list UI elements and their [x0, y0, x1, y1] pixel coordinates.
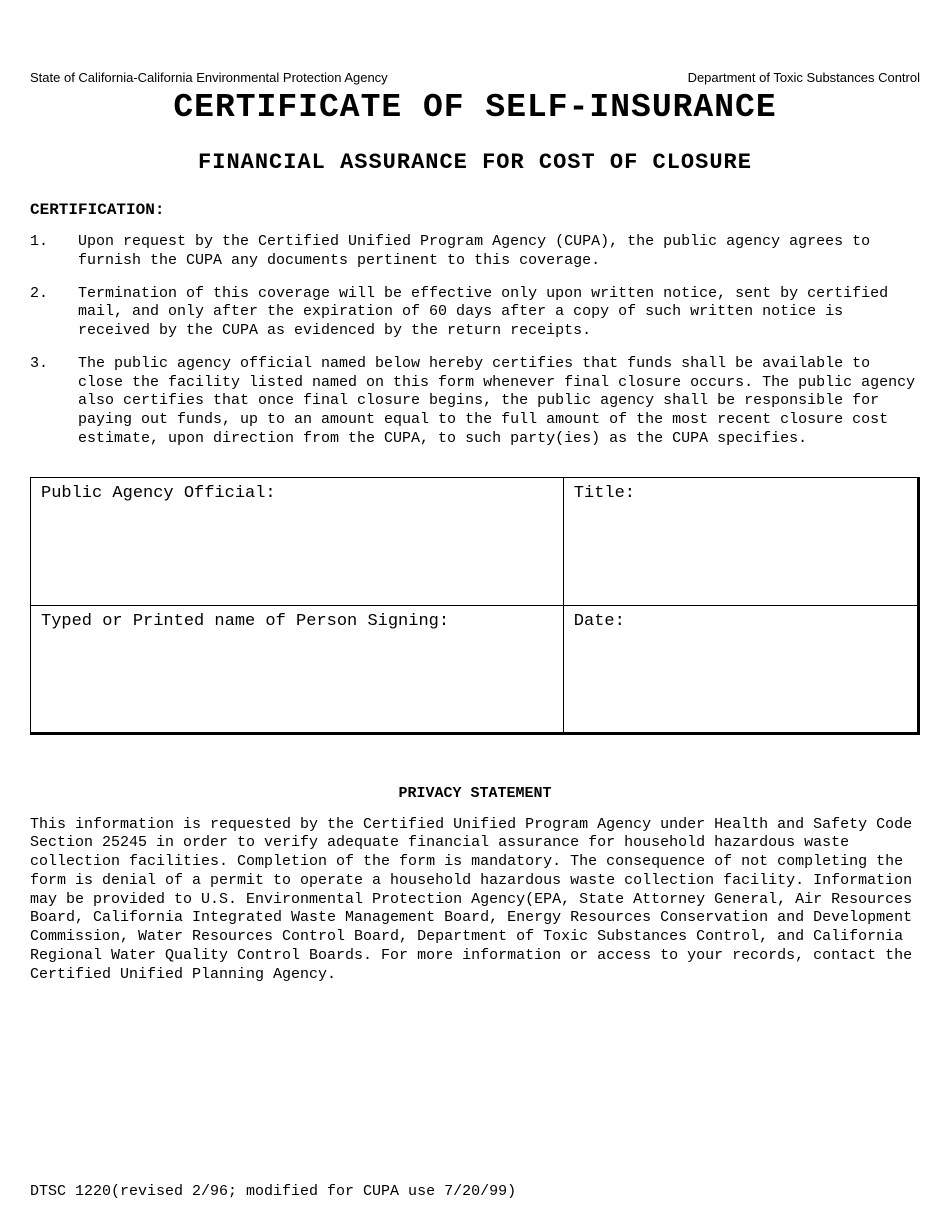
- cert-num: 3.: [30, 355, 78, 449]
- certification-item: 2. Termination of this coverage will be …: [30, 285, 920, 341]
- certification-list: 1. Upon request by the Certified Unified…: [30, 233, 920, 449]
- privacy-text: This information is requested by the Cer…: [30, 816, 920, 985]
- title-label: Title:: [574, 484, 635, 503]
- name-field[interactable]: Typed or Printed name of Person Signing:: [31, 605, 564, 733]
- sub-title: FINANCIAL ASSURANCE FOR COST OF CLOSURE: [30, 150, 920, 175]
- cert-text: Termination of this coverage will be eff…: [78, 285, 920, 341]
- form-footer: DTSC 1220(revised 2/96; modified for CUP…: [30, 1183, 516, 1200]
- name-label: Typed or Printed name of Person Signing:: [41, 612, 449, 631]
- official-label: Public Agency Official:: [41, 484, 276, 503]
- header-right: Department of Toxic Substances Control: [688, 70, 920, 85]
- certification-item: 1. Upon request by the Certified Unified…: [30, 233, 920, 271]
- certification-item: 3. The public agency official named belo…: [30, 355, 920, 449]
- date-field[interactable]: Date:: [563, 605, 918, 733]
- cert-num: 2.: [30, 285, 78, 341]
- date-label: Date:: [574, 612, 625, 631]
- privacy-heading: PRIVACY STATEMENT: [30, 785, 920, 802]
- main-title: CERTIFICATE OF SELF-INSURANCE: [30, 89, 920, 126]
- cert-text: Upon request by the Certified Unified Pr…: [78, 233, 920, 271]
- title-field[interactable]: Title:: [563, 477, 918, 605]
- cert-text: The public agency official named below h…: [78, 355, 920, 449]
- official-field[interactable]: Public Agency Official:: [31, 477, 564, 605]
- signature-table: Public Agency Official: Title: Typed or …: [30, 477, 920, 735]
- header-left: State of California-California Environme…: [30, 70, 388, 85]
- certification-heading: CERTIFICATION:: [30, 201, 920, 219]
- header-row: State of California-California Environme…: [30, 70, 920, 85]
- cert-num: 1.: [30, 233, 78, 271]
